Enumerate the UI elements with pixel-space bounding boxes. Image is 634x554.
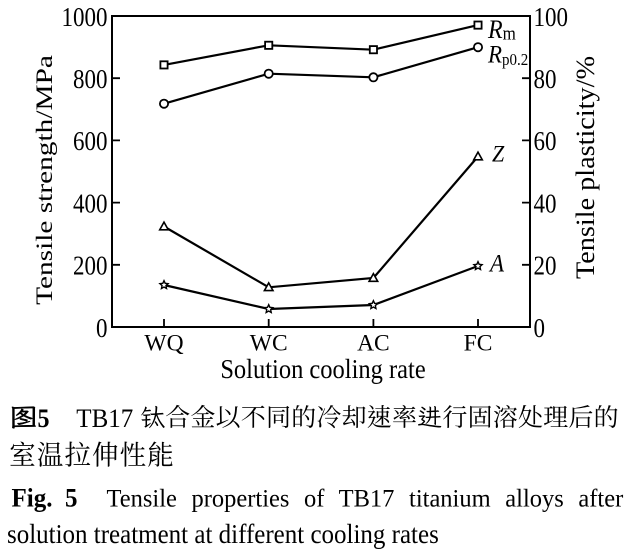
svg-text:40: 40 <box>534 188 557 218</box>
svg-text:TB17: TB17 <box>76 404 133 434</box>
svg-text:FC: FC <box>464 331 493 357</box>
svg-text:Solution cooling rate: Solution cooling rate <box>220 354 425 385</box>
svg-text:200: 200 <box>73 251 107 281</box>
svg-text:0: 0 <box>534 313 546 343</box>
svg-text:Tensile properties of TB17 tit: Tensile properties of TB17 titanium allo… <box>107 485 624 513</box>
svg-text:20: 20 <box>534 251 557 281</box>
svg-text:600: 600 <box>73 126 107 156</box>
svg-text:400: 400 <box>73 188 107 218</box>
svg-text:5: 5 <box>38 405 50 433</box>
svg-text:1000: 1000 <box>62 2 108 32</box>
svg-text:A: A <box>488 250 504 278</box>
svg-text:WC: WC <box>250 331 288 357</box>
svg-text:0: 0 <box>96 313 108 343</box>
svg-text:80: 80 <box>534 64 557 94</box>
svg-text:Tensile plasticity/%: Tensile plasticity/% <box>571 56 600 279</box>
svg-text:100: 100 <box>534 2 568 32</box>
svg-text:AC: AC <box>357 331 390 357</box>
svg-text:WQ: WQ <box>144 331 183 357</box>
svg-text:Tensile strength/MPa: Tensile strength/MPa <box>32 55 57 305</box>
svg-text:800: 800 <box>73 64 107 94</box>
svg-text:Fig.: Fig. <box>12 483 53 513</box>
svg-text:5: 5 <box>65 483 77 513</box>
svg-text:60: 60 <box>534 126 557 156</box>
svg-text:solution treatment at differen: solution treatment at different cooling … <box>7 519 439 549</box>
svg-text:Z: Z <box>492 141 505 167</box>
